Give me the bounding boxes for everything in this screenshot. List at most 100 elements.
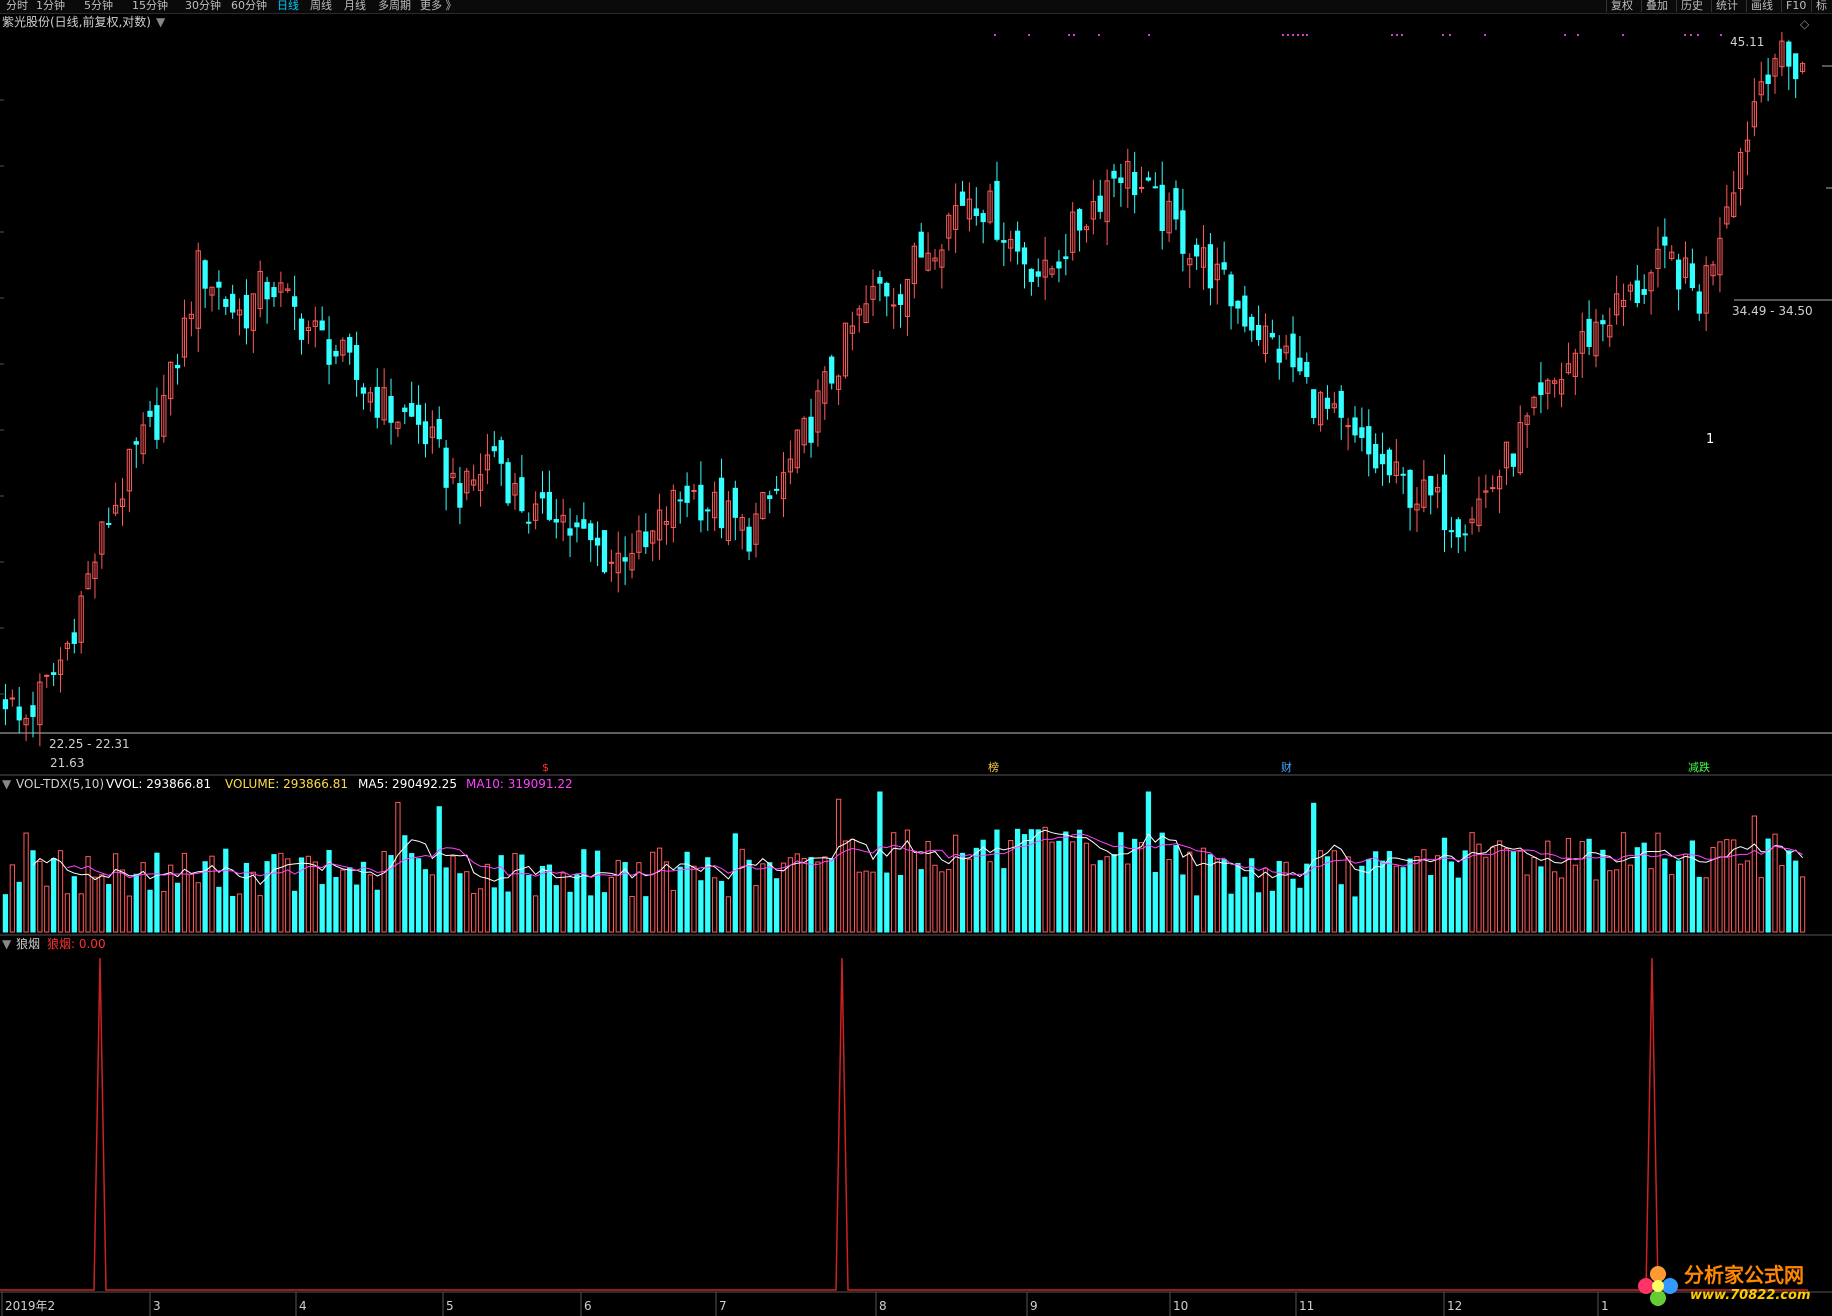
candle-body [1207, 244, 1214, 289]
volume-bar [815, 861, 821, 933]
candle-body [223, 298, 229, 307]
volume-bar [250, 871, 256, 933]
candle-body [1159, 184, 1165, 231]
event-marker-finance[interactable]: 财 [1281, 761, 1292, 774]
volume-bar [422, 869, 429, 933]
candle-body [1152, 186, 1158, 189]
volume-bar [581, 849, 587, 933]
candle-body [1483, 490, 1489, 493]
period-tab-5min[interactable]: 5分钟 [84, 0, 113, 12]
candle-body [581, 519, 587, 529]
candle-body [1434, 486, 1441, 493]
event-dot [1068, 34, 1070, 36]
candle-body [1193, 244, 1200, 257]
volume-bar [230, 895, 236, 933]
volume-bar [1386, 851, 1393, 933]
volume-bar [1675, 860, 1682, 933]
panel-menu-icon[interactable]: ▼ [156, 15, 166, 29]
period-tab-daily[interactable]: 日线 [277, 0, 299, 12]
candle-body [1765, 74, 1771, 84]
candle-body [801, 417, 807, 446]
x-axis-label: 7 [719, 1299, 727, 1313]
volume-bar [1173, 845, 1179, 933]
period-tab-30min[interactable]: 30分钟 [185, 0, 221, 12]
candle-body [1304, 361, 1310, 377]
event-dot [994, 34, 996, 36]
history-button[interactable]: 历史 [1676, 0, 1707, 12]
volume-bar [30, 850, 36, 933]
event-marker-dividend[interactable]: $ [542, 761, 549, 774]
volume-bar [298, 857, 305, 933]
draw-line-button[interactable]: 画线 [1746, 0, 1777, 12]
event-marker-reduce[interactable]: 减跌 [1688, 761, 1710, 774]
stats-button[interactable]: 统计 [1711, 0, 1742, 12]
candle-body [1607, 324, 1613, 338]
volume-bar [1345, 856, 1351, 933]
candle-body [932, 257, 938, 262]
x-axis-label: 4 [299, 1299, 307, 1313]
period-tab-weekly[interactable]: 周线 [310, 0, 332, 12]
event-dot [1622, 34, 1624, 36]
candle-body [30, 705, 36, 717]
indicator-name: 狼烟 [16, 937, 41, 951]
adjust-button[interactable]: 复权 [1606, 0, 1637, 12]
high-price-label: 45.11 [1730, 35, 1765, 49]
volume-bar [471, 893, 477, 933]
candle-body [1200, 247, 1207, 268]
volume-bar [684, 851, 690, 933]
period-tab-multi[interactable]: 多周期 [378, 0, 411, 12]
watermark: 分析家公式网 www.70822.com [1636, 1262, 1826, 1310]
candle-body [1675, 259, 1682, 290]
vol-panel-menu-icon[interactable]: ▼ [2, 777, 12, 791]
volume-bar [1496, 840, 1503, 933]
event-dot [1306, 34, 1308, 36]
candle-body [250, 293, 256, 331]
period-tab-more[interactable]: 更多 》 [420, 0, 457, 12]
period-tab-60min[interactable]: 60分钟 [231, 0, 267, 12]
volume-bar [1737, 863, 1744, 933]
range-low-label: 22.25 - 22.31 [49, 737, 130, 751]
overlay-button[interactable]: 叠加 [1641, 0, 1672, 12]
period-tab-minute-sharing[interactable]: 分时 [6, 0, 28, 12]
volume-bar [629, 895, 635, 933]
watermark-url: www.70822.com [1690, 1288, 1811, 1303]
volume-bar [656, 847, 663, 933]
event-dot [1720, 34, 1722, 36]
mark-button[interactable]: 标 [1811, 0, 1831, 12]
volume-bar [154, 852, 160, 933]
flower-logo-icon [1638, 1266, 1678, 1306]
period-tab-15min[interactable]: 15分钟 [132, 0, 168, 12]
period-tab-1min[interactable]: 1分钟 [36, 0, 65, 12]
expand-icon[interactable]: ◇ [1800, 17, 1810, 31]
volume-bar [1641, 842, 1647, 933]
period-tab-monthly[interactable]: 月线 [344, 0, 366, 12]
candle-body [1221, 262, 1227, 270]
candle-body [1249, 316, 1255, 331]
volume-bar [1648, 868, 1654, 933]
candle-body [622, 557, 628, 562]
candle-body [1538, 382, 1544, 396]
volume-bar [1104, 856, 1110, 933]
volume-bar [877, 791, 883, 933]
candle-body [1593, 321, 1599, 357]
volume-bar [884, 872, 890, 933]
volume-bar [512, 853, 518, 933]
f10-button[interactable]: F10 [1781, 0, 1810, 12]
candle-body [1070, 211, 1076, 253]
event-marker-rank[interactable]: 榜 [988, 761, 999, 774]
candle-body [539, 492, 546, 499]
volume-bar [519, 854, 525, 933]
volume-bar [1710, 847, 1716, 933]
candle-body [746, 526, 752, 552]
candle-body [147, 410, 153, 417]
candle-body [994, 180, 1000, 240]
ind-panel-menu-icon[interactable]: ▼ [2, 937, 12, 951]
volume-bar [1228, 893, 1234, 933]
volume-bar [140, 862, 146, 933]
candle-body [312, 320, 318, 327]
volume-bar [959, 852, 966, 933]
volume-bar [1056, 840, 1062, 933]
candle-body [1145, 177, 1152, 181]
volume-bar [360, 861, 367, 933]
